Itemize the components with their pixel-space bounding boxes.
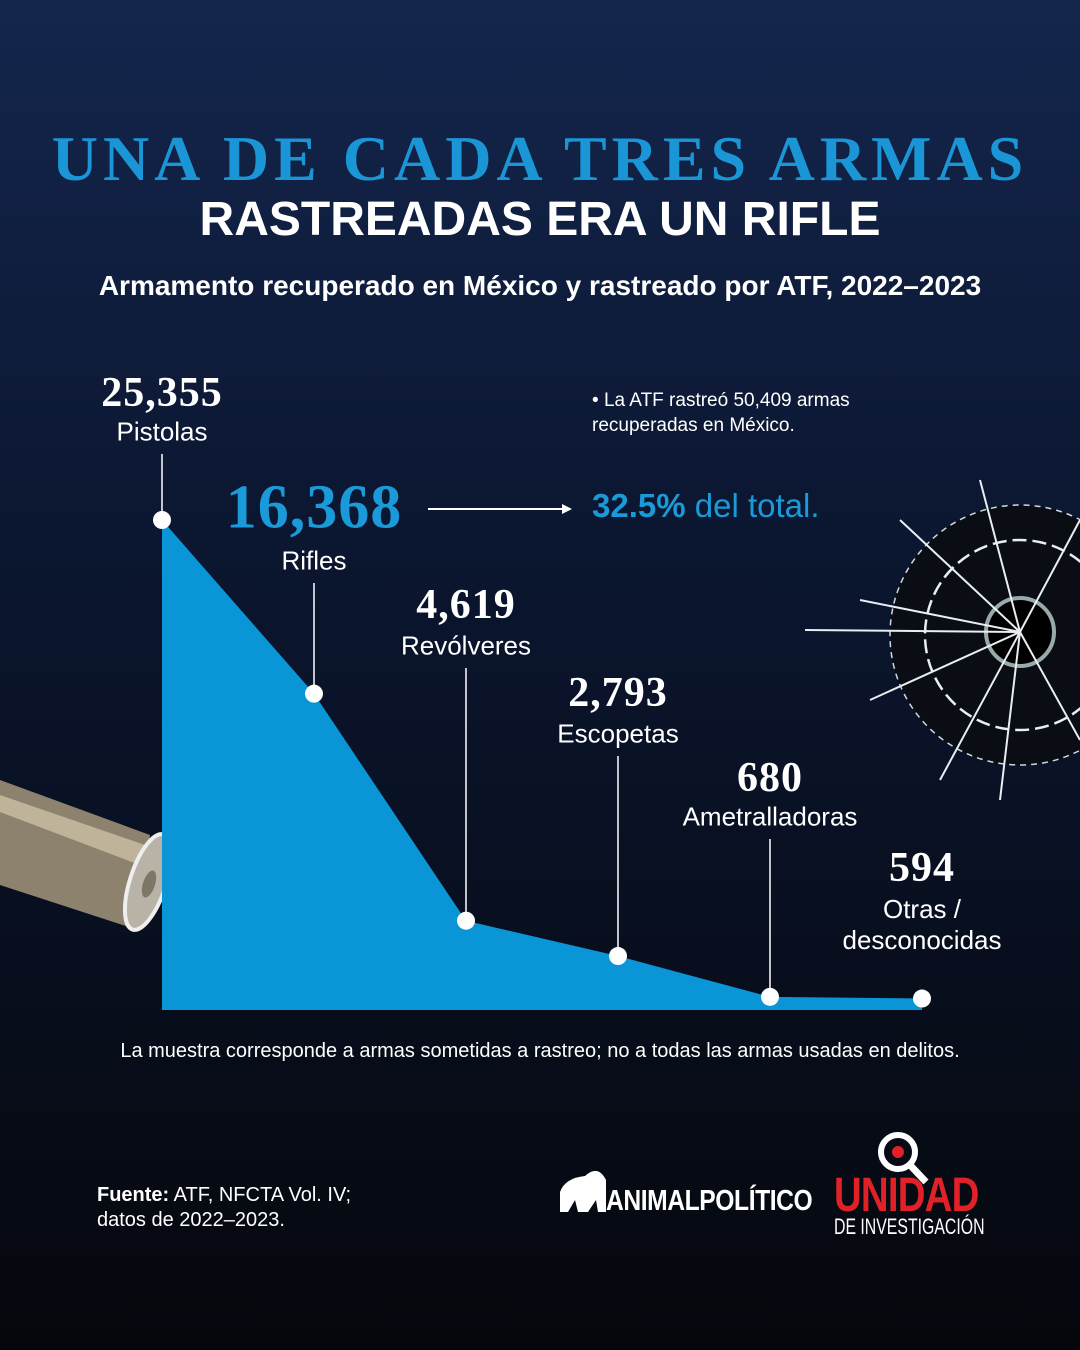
footnote: La muestra corresponde a armas sometidas…: [120, 1040, 960, 1062]
callout: 32.5% del total.: [592, 487, 820, 525]
callout-arrowhead: [562, 504, 572, 514]
category-label: Ametralladoras: [682, 801, 858, 832]
note-text: La ATF rastreó 50,409 armas recuperadas …: [592, 390, 850, 436]
logo-unidad: UNIDAD: [834, 1169, 979, 1222]
bullet: [0, 780, 174, 932]
title-line2: RASTREADAS ERA UN RIFLE: [199, 193, 881, 246]
point: [153, 511, 171, 529]
point: [305, 684, 323, 703]
value-label: 25,355: [101, 370, 223, 416]
subtitle: Armamento recuperado en México y rastrea…: [98, 270, 982, 301]
area: [162, 520, 922, 1010]
bullet-hole: [804, 479, 1080, 801]
point: [457, 911, 475, 930]
title-line1: UNA DE CADA TRES ARMAS: [51, 123, 1029, 194]
note: • La ATF rastreó 50,409 armas recuperada…: [592, 390, 850, 436]
source: Fuente: ATF, NFCTA Vol. IV; datos de 202…: [97, 1183, 397, 1233]
point: [761, 987, 779, 1006]
logo-unidad-sub: DE INVESTIGACIÓN: [834, 1214, 985, 1239]
value-label: 680: [737, 755, 803, 801]
point: [609, 947, 627, 966]
category-label: Revólveres: [400, 630, 532, 661]
value-label: 16,368: [225, 473, 403, 542]
category-label: Escopetas: [557, 718, 679, 749]
logo-animalpolitico: ANIMALPOLÍTICO: [606, 1185, 813, 1217]
source-label: Fuente:: [97, 1184, 170, 1206]
source-text: ATF, NFCTA Vol. IV; datos de 2022–2023.: [97, 1184, 352, 1231]
value-label: 2,793: [568, 670, 668, 716]
point: [913, 989, 931, 1008]
category-label: Pistolas: [116, 416, 208, 447]
callout-percent: 32.5%: [592, 487, 686, 524]
value-label: 594: [889, 845, 955, 891]
category-label: Otras / desconocidas: [842, 894, 1002, 955]
callout-text: del total.: [694, 487, 820, 524]
value-label: 4,619: [416, 582, 516, 628]
category-label: Rifles: [281, 545, 347, 576]
